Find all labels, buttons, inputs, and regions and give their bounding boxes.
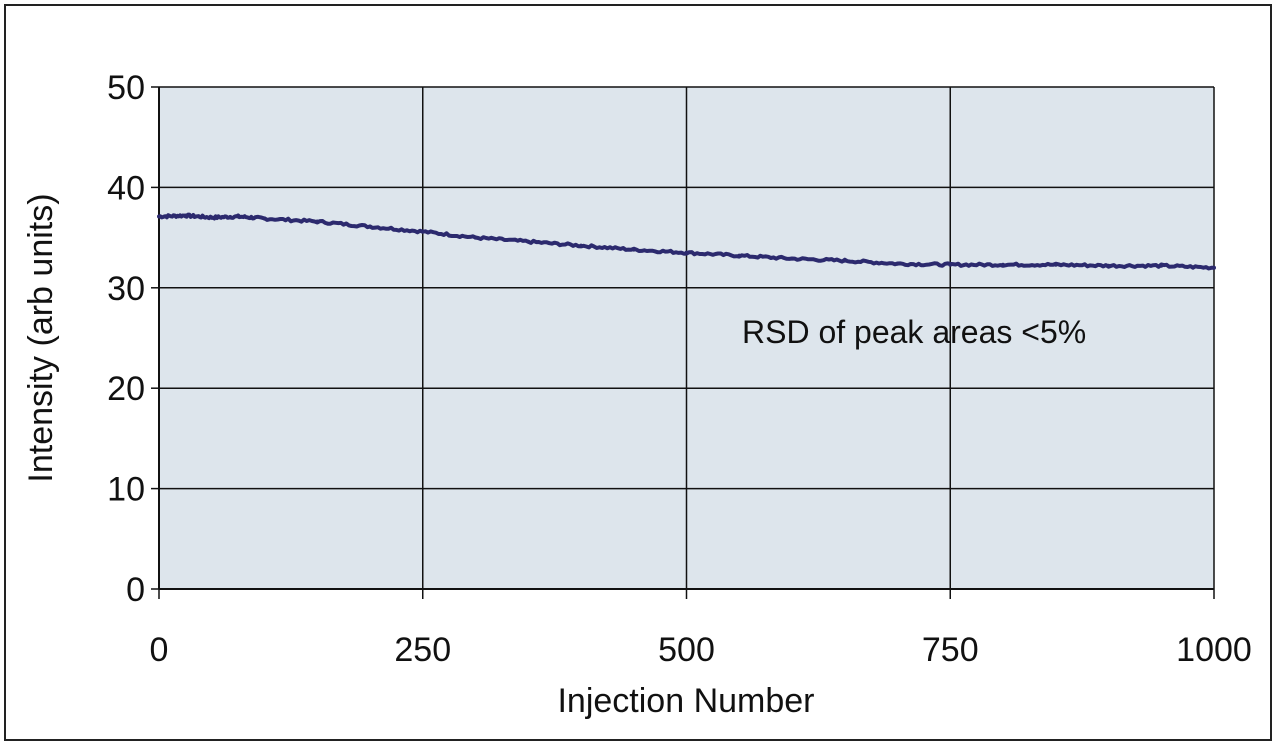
data-point xyxy=(842,258,847,263)
y-tick-label: 10 xyxy=(107,471,145,509)
grid-lines xyxy=(151,86,1215,599)
x-tick-label: 250 xyxy=(394,631,451,669)
annotation-rsd: RSD of peak areas <5% xyxy=(742,314,1086,350)
data-point xyxy=(1106,263,1111,268)
series-points xyxy=(157,213,1216,270)
data-point xyxy=(157,214,161,219)
x-tick-label: 500 xyxy=(658,631,715,669)
data-point xyxy=(420,229,425,234)
x-tick-label: 750 xyxy=(922,631,979,669)
data-point xyxy=(262,216,267,221)
data-point xyxy=(579,243,583,248)
y-tick-label: 0 xyxy=(126,571,145,609)
data-point xyxy=(1001,262,1005,267)
x-axis-title: Injection Number xyxy=(557,682,814,720)
data-point xyxy=(948,262,953,267)
data-point xyxy=(1212,265,1216,270)
data-point xyxy=(315,219,320,224)
data-point xyxy=(684,250,689,255)
data-point xyxy=(1159,263,1164,268)
x-tick-label: 0 xyxy=(150,631,169,669)
y-axis-title: Intensity (arb units) xyxy=(22,193,60,482)
y-tick-label: 30 xyxy=(107,270,145,308)
y-tick-label: 20 xyxy=(107,370,145,408)
data-point xyxy=(631,247,636,252)
data-point xyxy=(895,261,900,266)
y-tick-label: 50 xyxy=(107,69,145,107)
data-point xyxy=(526,239,531,244)
data-point xyxy=(368,224,372,229)
data-point xyxy=(790,256,794,261)
x-tick-label: 1000 xyxy=(1176,631,1252,669)
data-point xyxy=(473,235,478,240)
data-point xyxy=(1053,262,1058,267)
y-tick-labels: 0 10 20 30 40 50 xyxy=(107,69,145,609)
data-point xyxy=(183,213,188,218)
data-point xyxy=(209,215,214,220)
x-tick-labels: 0 250 500 750 1000 xyxy=(150,631,1252,669)
data-point xyxy=(236,214,241,219)
y-tick-label: 40 xyxy=(107,169,145,207)
data-point xyxy=(737,253,742,258)
axes xyxy=(158,87,1214,590)
